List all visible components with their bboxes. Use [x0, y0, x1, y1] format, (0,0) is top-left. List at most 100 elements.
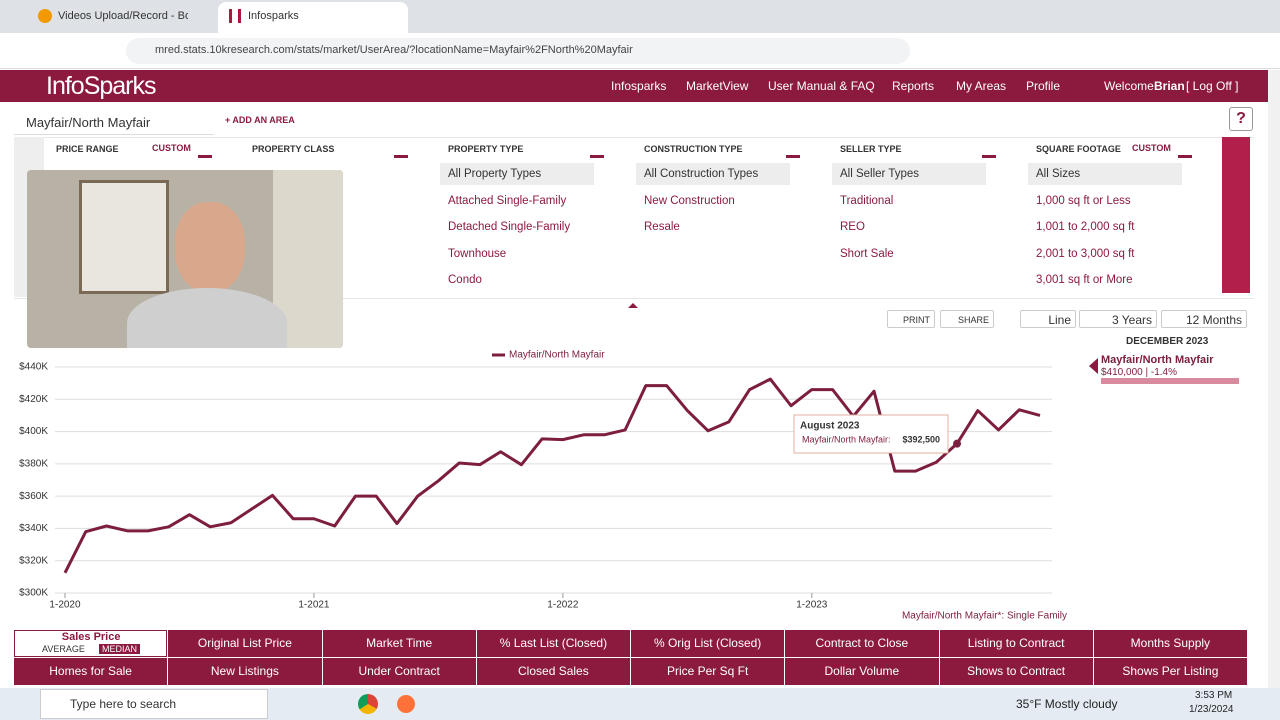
- filter-option[interactable]: Short Sale: [840, 247, 894, 260]
- y-tick-label: $420K: [19, 394, 48, 405]
- tooltip-label: Mayfair/North Mayfair:: [802, 434, 891, 444]
- filter-option[interactable]: Traditional: [840, 194, 894, 207]
- tab-title[interactable]: Infosparks: [248, 10, 299, 22]
- metric-tab[interactable]: Closed Sales: [476, 658, 630, 685]
- metric-active[interactable]: [14, 630, 168, 657]
- series-line: [63, 377, 1041, 574]
- logo[interactable]: InfoSparks: [46, 72, 157, 100]
- filter-option[interactable]: All Construction Types: [636, 163, 790, 185]
- metric-tab[interactable]: Dollar Volume: [785, 658, 939, 685]
- filter-option[interactable]: Resale: [644, 221, 680, 233]
- filter-title: SQUARE FOOTAGE: [1036, 144, 1121, 154]
- nav-item[interactable]: My Areas: [956, 79, 1007, 93]
- filter-title: PRICE RANGE: [56, 144, 119, 154]
- person-shirt: [127, 288, 287, 348]
- filter-option[interactable]: REO: [840, 221, 865, 233]
- weather[interactable]: 35°F Mostly cloudy: [1016, 697, 1118, 711]
- metric-tab[interactable]: Homes for Sale: [14, 658, 168, 685]
- nav-item[interactable]: MarketView: [686, 79, 749, 93]
- tab-icon: [229, 9, 241, 23]
- area-selector[interactable]: [14, 108, 214, 135]
- address-bar[interactable]: [126, 38, 910, 64]
- x-tick-label: 1-2023: [796, 600, 828, 611]
- footnote: Mayfair/North Mayfair*: Single Family: [902, 611, 1067, 622]
- filter-option[interactable]: 3,001 sq ft or More: [1036, 274, 1133, 286]
- clock-date[interactable]: 1/23/2024: [1189, 704, 1234, 715]
- filter-option[interactable]: Townhouse: [448, 247, 507, 260]
- x-tick-label: 1-2021: [298, 600, 330, 611]
- toolbar-button[interactable]: 12 Months: [1161, 310, 1247, 328]
- filter-option[interactable]: 1,001 to 2,000 sq ft: [1036, 221, 1135, 233]
- area-name[interactable]: Mayfair/North Mayfair: [26, 115, 151, 130]
- user: Brian: [1154, 79, 1185, 93]
- filter-option[interactable]: All Property Types: [440, 163, 594, 185]
- toolbar-button[interactable]: 3 Years: [1079, 310, 1157, 328]
- filter-custom[interactable]: CUSTOM: [152, 143, 191, 153]
- help-icon[interactable]: ?: [1229, 107, 1253, 131]
- metric-tab[interactable]: Under Contract: [322, 658, 476, 685]
- filter-option[interactable]: All Sizes: [1028, 163, 1182, 185]
- filter-option[interactable]: 2,001 to 3,000 sq ft: [1036, 247, 1135, 260]
- filter-option[interactable]: 1,000 sq ft or Less: [1036, 194, 1131, 207]
- tab-title[interactable]: Videos Upload/Record - Bombb: [58, 10, 188, 22]
- active-tab[interactable]: [218, 2, 408, 33]
- filter-icon[interactable]: [394, 141, 408, 158]
- filter-icon[interactable]: [786, 141, 800, 158]
- filter-option[interactable]: All Seller Types: [832, 163, 986, 185]
- filter-option[interactable]: Detached Single-Family: [448, 221, 571, 233]
- search-text[interactable]: Type here to search: [70, 697, 177, 711]
- search-box[interactable]: [40, 689, 268, 719]
- metric-tab[interactable]: Original List Price: [168, 630, 322, 657]
- filter-option[interactable]: Condo: [448, 274, 482, 286]
- filter-option[interactable]: New Construction: [644, 194, 735, 207]
- metric-tab[interactable]: New Listings: [168, 658, 322, 685]
- y-tick-label: $400K: [19, 426, 48, 437]
- metric-tab[interactable]: Price Per Sq Ft: [631, 658, 785, 685]
- filter-icon[interactable]: [590, 141, 604, 158]
- chrome-icon[interactable]: [358, 694, 378, 714]
- metric-tab[interactable]: Months Supply: [1093, 630, 1247, 657]
- add-area[interactable]: + ADD AN AREA: [225, 115, 295, 125]
- person-face: [175, 202, 245, 292]
- filter-custom[interactable]: CUSTOM: [1132, 143, 1171, 153]
- metric-tab[interactable]: Listing to Contract: [939, 630, 1093, 657]
- filter-scroll-right[interactable]: [1222, 137, 1250, 293]
- toolbar-button[interactable]: Line: [1020, 310, 1076, 328]
- nav-item[interactable]: User Manual & FAQ: [768, 79, 875, 93]
- logoff[interactable]: [ Log Off ]: [1186, 79, 1239, 93]
- webcam-video: [27, 170, 343, 348]
- nav-item[interactable]: Profile: [1026, 79, 1061, 93]
- welcome: Welcome: [1104, 79, 1154, 93]
- collapse-arrow[interactable]: [628, 298, 638, 308]
- filter-title: SELLER TYPE: [840, 144, 902, 154]
- filter-icon[interactable]: [1178, 141, 1192, 158]
- metric-tab[interactable]: Shows Per Listing: [1093, 658, 1247, 685]
- metric-tab[interactable]: % Last List (Closed): [476, 630, 630, 657]
- filter-title: CONSTRUCTION TYPE: [644, 144, 743, 154]
- filter-icon[interactable]: [982, 141, 996, 158]
- metric-active-title: Sales Price: [61, 631, 121, 643]
- metric-tab[interactable]: Contract to Close: [785, 630, 939, 657]
- clock-time[interactable]: 3:53 PM: [1195, 690, 1233, 701]
- chart: $300K $320K $340K $360K $380K $400K $420K $440K…: [19, 350, 1067, 622]
- y-tick-label: $380K: [19, 458, 48, 469]
- toolbar-button[interactable]: SHARE: [940, 310, 994, 328]
- y-tick-label: $340K: [19, 523, 48, 534]
- metric-tab[interactable]: % Orig List (Closed): [631, 630, 785, 657]
- filter-icon[interactable]: [198, 141, 212, 158]
- filter-option[interactable]: Attached Single-Family: [448, 194, 567, 207]
- nav-item[interactable]: Infosparks: [611, 79, 667, 93]
- toolbar-button[interactable]: PRINT: [887, 310, 935, 328]
- metric-tab[interactable]: Market Time: [322, 630, 476, 657]
- panel-month: DECEMBER 2023: [1126, 336, 1209, 347]
- metric-tab[interactable]: Shows to Contract: [939, 658, 1093, 685]
- whiteboard: [79, 180, 169, 294]
- metric-option[interactable]: AVERAGE: [42, 644, 85, 654]
- firefox-icon[interactable]: [397, 695, 415, 713]
- metric-option[interactable]: MEDIAN: [99, 644, 141, 654]
- nav-item[interactable]: Reports: [892, 79, 935, 93]
- y-tick-label: $440K: [19, 362, 48, 373]
